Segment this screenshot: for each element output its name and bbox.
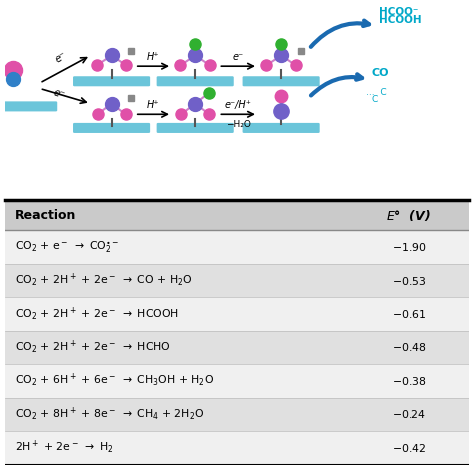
Text: ...  C: ... C (366, 88, 387, 97)
Text: $-$0.61: $-$0.61 (392, 308, 426, 320)
FancyBboxPatch shape (156, 76, 234, 86)
Text: e⁻/H⁺: e⁻/H⁺ (225, 100, 252, 109)
Text: $E$°  (V): $E$° (V) (386, 208, 431, 223)
Text: HCOO⁻: HCOO⁻ (379, 8, 418, 18)
Text: $-$1.90: $-$1.90 (392, 241, 426, 253)
Bar (5, 297, 469, 331)
Text: $-$0.53: $-$0.53 (392, 274, 426, 287)
FancyBboxPatch shape (3, 101, 57, 111)
Text: e⁻: e⁻ (54, 50, 69, 64)
Text: e⁻: e⁻ (52, 87, 66, 100)
Bar (5, 200, 469, 230)
Text: H⁺: H⁺ (147, 52, 160, 62)
Text: $-$0.42: $-$0.42 (392, 442, 426, 454)
Bar (5, 331, 469, 364)
Bar (5, 230, 469, 264)
Text: e⁻: e⁻ (233, 52, 244, 62)
FancyBboxPatch shape (73, 123, 150, 133)
Text: H⁺: H⁺ (147, 100, 160, 109)
Bar (5, 264, 469, 297)
Text: $-$0.24: $-$0.24 (392, 409, 426, 420)
Text: CO$_2$ + 2H$^+$ + 2e$^-$ $\rightarrow$ HCHO: CO$_2$ + 2H$^+$ + 2e$^-$ $\rightarrow$ H… (15, 339, 171, 356)
Text: C: C (372, 95, 378, 104)
Text: HCOOH: HCOOH (379, 15, 421, 25)
FancyBboxPatch shape (156, 123, 234, 133)
Bar (5, 398, 469, 431)
Text: Reaction: Reaction (15, 209, 76, 222)
Text: CO$_2$ + 2H$^+$ + 2e$^-$ $\rightarrow$ CO + H$_2$O: CO$_2$ + 2H$^+$ + 2e$^-$ $\rightarrow$ C… (15, 272, 192, 289)
Text: CO$_2$ + e$^-$ $\rightarrow$ CO$_2^{\bullet-}$: CO$_2$ + e$^-$ $\rightarrow$ CO$_2^{\bul… (15, 239, 119, 255)
FancyBboxPatch shape (243, 76, 319, 86)
Text: CO: CO (372, 68, 389, 78)
Text: $-$0.38: $-$0.38 (392, 375, 426, 387)
Text: 2H$^+$ + 2e$^-$ $\rightarrow$ H$_2$: 2H$^+$ + 2e$^-$ $\rightarrow$ H$_2$ (15, 439, 114, 456)
Text: CO$_2$ + 8H$^+$ + 8e$^-$ $\rightarrow$ CH$_4$ + 2H$_2$O: CO$_2$ + 8H$^+$ + 8e$^-$ $\rightarrow$ C… (15, 406, 204, 423)
FancyBboxPatch shape (73, 76, 150, 86)
Text: −H₂O: −H₂O (226, 119, 251, 128)
Bar (5, 431, 469, 465)
Bar (5, 364, 469, 398)
Text: $-$0.48: $-$0.48 (392, 341, 426, 354)
Text: CO$_2$ + 6H$^+$ + 6e$^-$ $\rightarrow$ CH$_3$OH + H$_2$O: CO$_2$ + 6H$^+$ + 6e$^-$ $\rightarrow$ C… (15, 373, 214, 390)
Text: CO$_2$ + 2H$^+$ + 2e$^-$ $\rightarrow$ HCOOH: CO$_2$ + 2H$^+$ + 2e$^-$ $\rightarrow$ H… (15, 306, 179, 323)
FancyBboxPatch shape (243, 123, 319, 133)
